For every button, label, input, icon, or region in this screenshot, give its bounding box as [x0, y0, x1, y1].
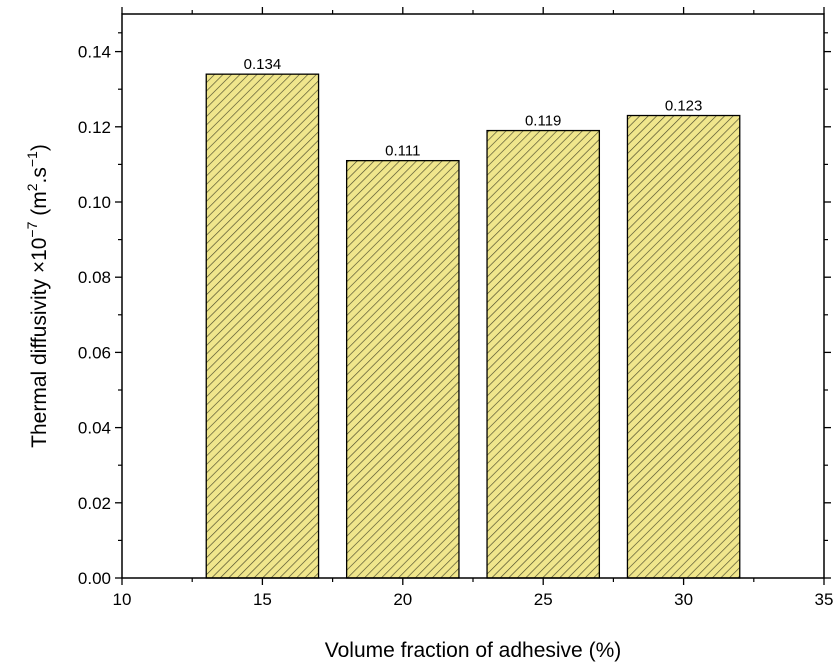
x-tick-label: 20: [393, 590, 412, 609]
x-tick-label: 10: [113, 590, 132, 609]
y-axis-title-units-exp1: 2: [24, 183, 40, 191]
x-tick-label: 25: [534, 590, 553, 609]
bar-15: [205, 73, 320, 579]
data-label-30: 0.123: [665, 98, 703, 115]
y-axis-ticks: 0.00 0.02 0.04 0.06 0.08 0.10 0.12 0.14: [78, 32, 831, 588]
y-tick-label: 0.10: [78, 193, 111, 212]
y-tick-label: 0.00: [78, 569, 111, 588]
data-label-20: 0.111: [385, 143, 420, 160]
y-axis-title-units-close: ): [28, 144, 51, 151]
y-axis-title: Thermal diffusivity ×10−7 (m2.s−1): [24, 144, 51, 448]
bar-25: [486, 129, 601, 579]
bars-group: [205, 73, 741, 579]
bar-30: [626, 114, 741, 579]
x-axis-title: Volume fraction of adhesive (%): [325, 639, 621, 662]
y-tick-label: 0.14: [78, 43, 111, 62]
y-axis-title-units-mid: .s: [28, 167, 51, 183]
y-axis-title-main: Thermal diffusivity ×10: [28, 238, 51, 448]
y-tick-label: 0.12: [78, 118, 111, 137]
x-tick-label: 35: [815, 590, 834, 609]
y-tick-label: 0.04: [78, 419, 111, 438]
data-label-25: 0.119: [525, 113, 561, 130]
y-tick-label: 0.02: [78, 494, 111, 513]
x-tick-label: 30: [674, 590, 693, 609]
y-axis-title-units-open: (m: [28, 191, 51, 221]
y-tick-label: 0.08: [78, 268, 111, 287]
y-tick-label: 0.06: [78, 343, 111, 362]
y-axis-title-exponent: −7: [24, 221, 40, 237]
x-tick-label: 15: [253, 590, 272, 609]
x-axis-ticks: 10 15 20 25 30 35: [113, 7, 834, 609]
y-axis-title-units-exp2: −1: [24, 151, 40, 167]
bar-20: [345, 159, 460, 579]
data-labels-group: 0.134 0.111 0.119 0.123: [244, 56, 703, 159]
data-label-15: 0.134: [244, 56, 282, 73]
